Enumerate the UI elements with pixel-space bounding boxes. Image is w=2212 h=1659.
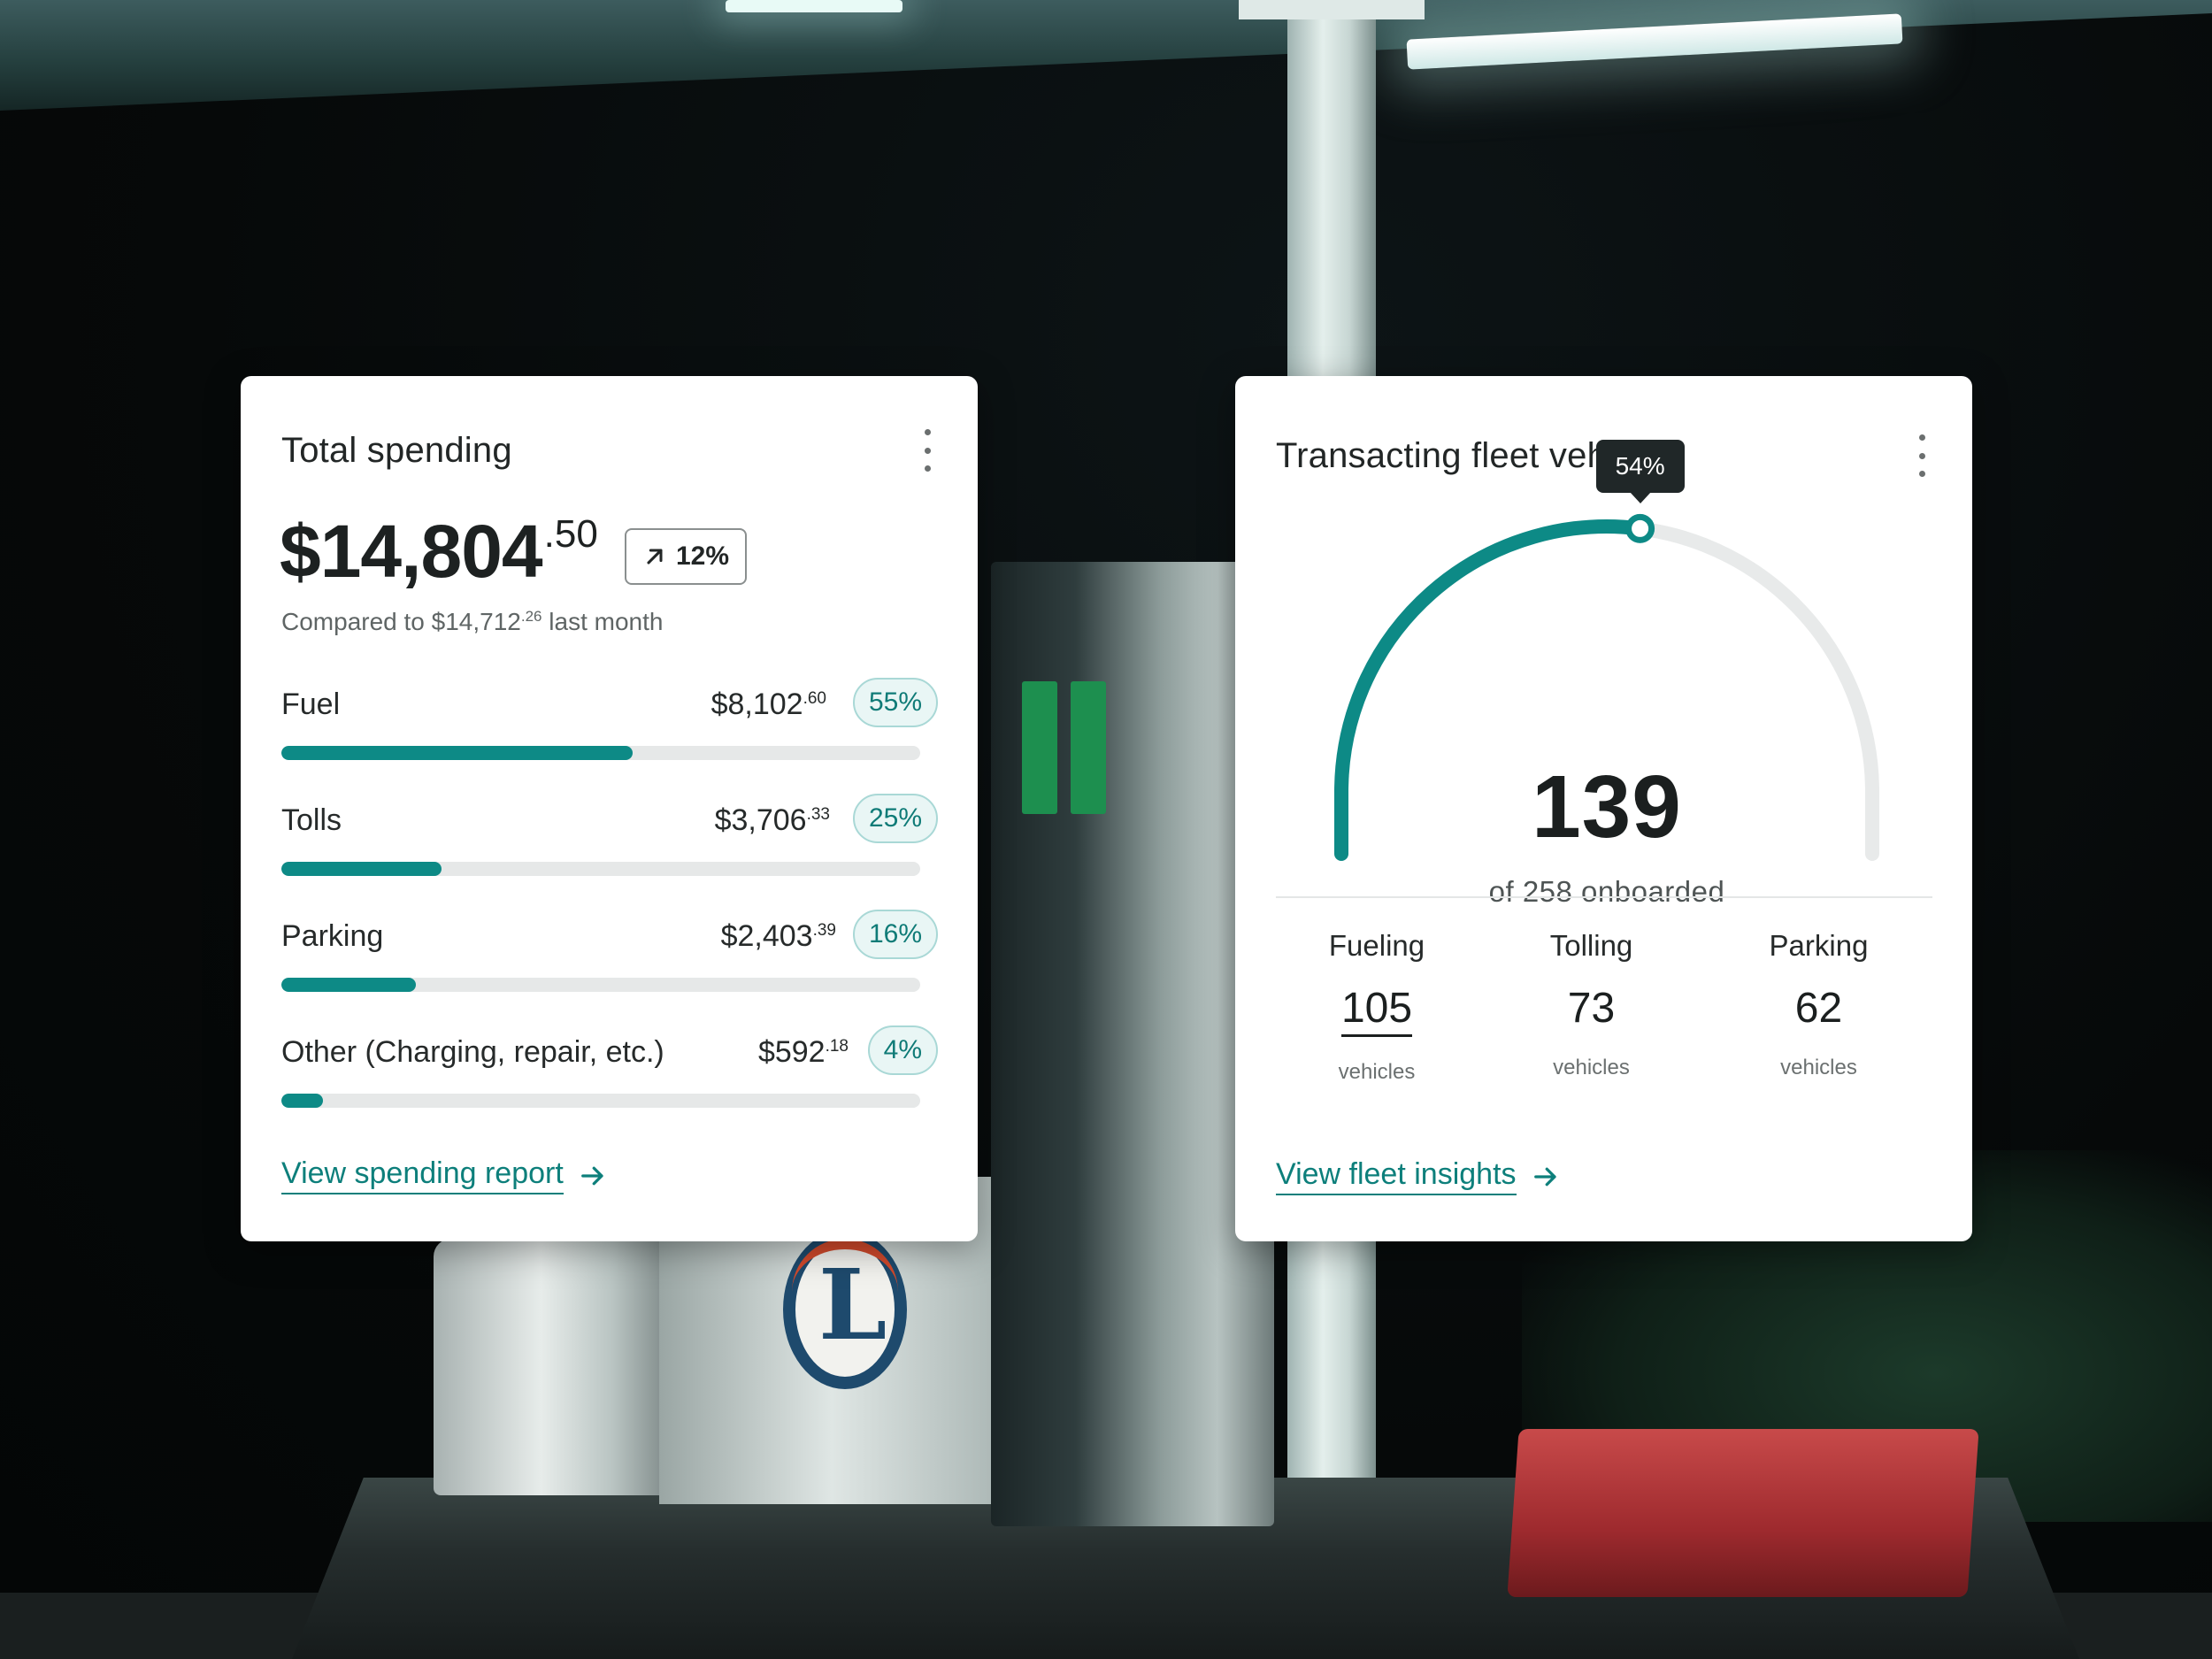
- category-cents: .33: [806, 805, 830, 824]
- category-label: Other (Charging, repair, etc.): [281, 1035, 664, 1069]
- category-amount: $3,706.33: [715, 803, 830, 838]
- category-dollars: $8,102: [710, 687, 803, 721]
- category-progress-track: [281, 978, 920, 992]
- stat-fueling[interactable]: Fueling 105 vehicles: [1276, 929, 1478, 1085]
- canopy-light: [726, 0, 902, 12]
- comparison-suffix: last month: [541, 608, 664, 635]
- gauge-tooltip: 54%: [1595, 440, 1685, 504]
- stat-unit: vehicles: [1780, 1056, 1857, 1079]
- trend-value: 12%: [675, 541, 730, 571]
- station-logo-letter: L: [818, 1248, 887, 1362]
- gauge-knob: [1625, 513, 1655, 543]
- total-cents: .50: [543, 512, 598, 556]
- kebab-menu-icon[interactable]: [1916, 434, 1928, 477]
- stat-label: Fueling: [1328, 929, 1425, 962]
- view-spending-report-link[interactable]: View spending report: [281, 1156, 606, 1194]
- category-row: Fuel $8,102.60 55%: [281, 678, 938, 776]
- view-fleet-insights-link[interactable]: View fleet insights: [1276, 1157, 1559, 1195]
- category-dollars: $3,706: [714, 803, 807, 837]
- category-progress-fill: [281, 746, 634, 760]
- stat-parking: Parking 62 vehicles: [1705, 929, 1932, 1085]
- vehicle-stats: Fueling 105 vehicles Tolling 73 vehicles…: [1276, 929, 1932, 1085]
- category-progress-track: [281, 1094, 920, 1108]
- category-amount: $8,102.60: [711, 687, 826, 722]
- stat-tolling: Tolling 73 vehicles: [1478, 929, 1705, 1085]
- category-row: Other (Charging, repair, etc.) $592.18 4%: [281, 1025, 938, 1124]
- total-dollars: $14,804: [280, 510, 543, 593]
- red-crate: [1507, 1429, 1979, 1597]
- category-progress-track: [281, 746, 920, 760]
- category-dollars: $2,403: [720, 919, 813, 953]
- category-progress-fill: [281, 978, 416, 992]
- category-progress-fill: [281, 1094, 323, 1108]
- gauge-fill: [1334, 519, 1647, 861]
- stat-unit: vehicles: [1553, 1056, 1630, 1079]
- category-cents: .18: [825, 1037, 849, 1056]
- arrow-right-icon: [580, 1166, 603, 1185]
- category-percent-badge: 16%: [852, 910, 938, 959]
- comparison-prefix: Compared to $14,712: [281, 608, 521, 635]
- comparison-text: Compared to $14,712.26 last month: [281, 608, 663, 636]
- comparison-cents: .26: [520, 608, 542, 625]
- category-row: Parking $2,403.39 16%: [281, 910, 938, 1008]
- category-dollars: $592: [757, 1035, 826, 1069]
- card-title: Total spending: [281, 431, 512, 470]
- category-cents: .60: [803, 689, 826, 708]
- category-progress-fill: [281, 862, 442, 876]
- stat-value: 62: [1794, 985, 1843, 1032]
- kebab-menu-icon[interactable]: [921, 429, 933, 472]
- divider: [1276, 896, 1932, 898]
- stat-label: Tolling: [1549, 929, 1633, 962]
- category-label: Parking: [281, 919, 384, 953]
- category-cents: .39: [812, 921, 836, 940]
- stat-unit: vehicles: [1338, 1060, 1416, 1084]
- arrow-right-icon: [1533, 1167, 1556, 1186]
- gauge-value: 139: [1532, 757, 1682, 856]
- arrow-up-right-icon: [647, 549, 663, 565]
- category-percent-badge: 25%: [852, 794, 938, 843]
- gauge-subtext: of 258 onboarded: [1488, 875, 1725, 908]
- trend-badge: 12%: [625, 528, 747, 585]
- pump-grade-panel: [1071, 681, 1106, 814]
- stat-value: 73: [1567, 985, 1616, 1032]
- category-amount: $592.18: [758, 1035, 849, 1070]
- stat-value[interactable]: 105: [1340, 984, 1413, 1037]
- category-label: Tolls: [281, 803, 342, 837]
- category-percent-badge: 55%: [852, 678, 938, 727]
- category-percent-badge: 4%: [867, 1025, 938, 1075]
- pillar-cap: [1239, 0, 1425, 19]
- link-label: View spending report: [281, 1156, 564, 1194]
- bollard: [434, 1239, 672, 1495]
- onboarding-gauge: 54% 139 of 258 onboarded: [1306, 440, 1908, 908]
- gauge-chart: [1334, 513, 1879, 861]
- stat-label: Parking: [1769, 929, 1869, 962]
- category-progress-track: [281, 862, 920, 876]
- category-label: Fuel: [281, 687, 341, 721]
- category-row: Tolls $3,706.33 25%: [281, 794, 938, 892]
- pump-grade-panel: [1022, 681, 1057, 814]
- fleet-vehicles-card: Transacting fleet vehicles 54% 139 of 25…: [1235, 376, 1972, 1241]
- total-spending-card: Total spending $14,804 .50 12% Compared …: [241, 376, 978, 1241]
- category-amount: $2,403.39: [721, 919, 836, 954]
- total-amount: $14,804 .50: [280, 509, 598, 595]
- link-label: View fleet insights: [1276, 1157, 1517, 1195]
